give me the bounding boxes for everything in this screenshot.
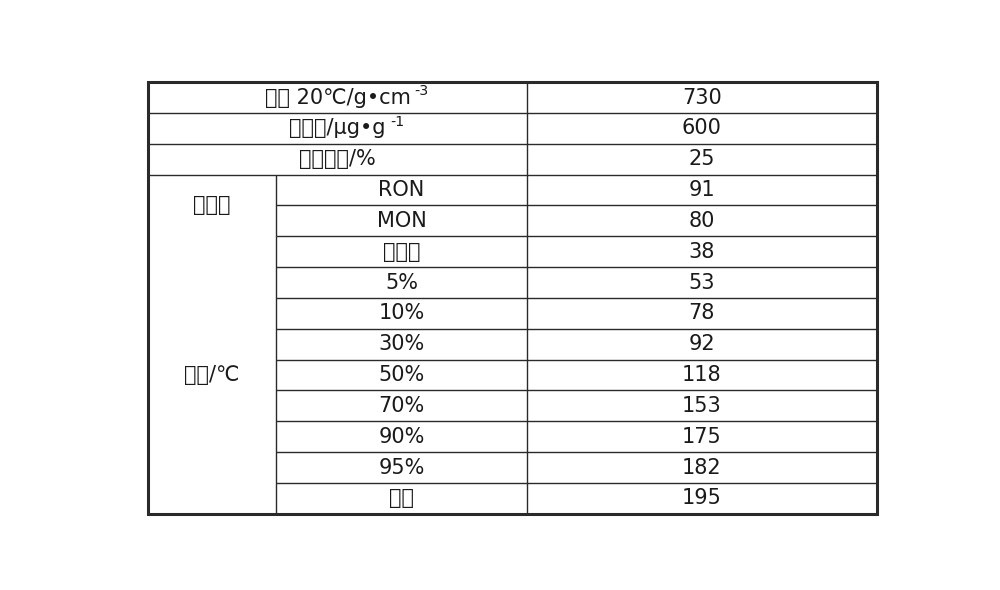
Text: 53: 53 [689, 273, 715, 293]
Text: 70%: 70% [378, 396, 425, 416]
Text: 730: 730 [682, 87, 722, 107]
Text: 25: 25 [689, 149, 715, 169]
Text: 118: 118 [682, 365, 722, 385]
Text: 38: 38 [689, 242, 715, 262]
Text: 50%: 50% [378, 365, 425, 385]
Text: 600: 600 [682, 119, 722, 139]
Text: 30%: 30% [378, 334, 425, 354]
Text: 辛烷値: 辛烷値 [193, 195, 231, 215]
Text: 密度 20℃/g•cm: 密度 20℃/g•cm [265, 87, 411, 107]
Text: -3: -3 [414, 84, 429, 98]
Text: MON: MON [377, 211, 426, 231]
Text: 初馏点: 初馏点 [383, 242, 420, 262]
Text: 95%: 95% [378, 457, 425, 477]
Text: 195: 195 [682, 489, 722, 509]
Text: 烯烃含量/%: 烯烃含量/% [299, 149, 376, 169]
Text: 175: 175 [682, 427, 722, 447]
Text: 10%: 10% [378, 303, 425, 323]
Text: 153: 153 [682, 396, 722, 416]
Text: 90%: 90% [378, 427, 425, 447]
Text: 91: 91 [689, 180, 715, 200]
Text: 182: 182 [682, 457, 722, 477]
Text: 78: 78 [689, 303, 715, 323]
Text: 5%: 5% [385, 273, 418, 293]
Text: 92: 92 [689, 334, 715, 354]
Text: 80: 80 [689, 211, 715, 231]
Text: 馏程/℃: 馏程/℃ [184, 365, 240, 385]
Text: -1: -1 [390, 114, 404, 129]
Text: 干点: 干点 [389, 489, 414, 509]
Text: 硫含量/μg•g: 硫含量/μg•g [289, 119, 386, 139]
Text: RON: RON [378, 180, 425, 200]
